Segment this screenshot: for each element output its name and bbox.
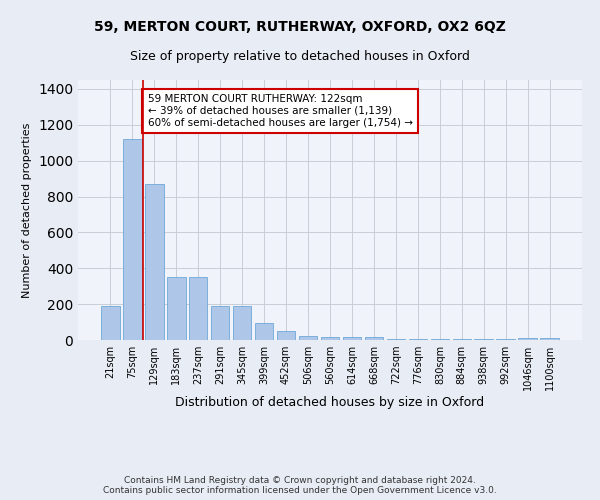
- Bar: [233, 306, 251, 340]
- Bar: [211, 306, 229, 340]
- Bar: [518, 338, 537, 340]
- Bar: [189, 277, 208, 340]
- Bar: [320, 337, 340, 340]
- Bar: [541, 338, 559, 340]
- Y-axis label: Number of detached properties: Number of detached properties: [22, 122, 32, 298]
- Bar: [255, 322, 274, 340]
- Bar: [343, 338, 361, 340]
- Bar: [101, 306, 119, 340]
- Text: 59, MERTON COURT, RUTHERWAY, OXFORD, OX2 6QZ: 59, MERTON COURT, RUTHERWAY, OXFORD, OX2…: [94, 20, 506, 34]
- X-axis label: Distribution of detached houses by size in Oxford: Distribution of detached houses by size …: [175, 396, 485, 408]
- Bar: [365, 337, 383, 340]
- Bar: [277, 330, 295, 340]
- Text: Size of property relative to detached houses in Oxford: Size of property relative to detached ho…: [130, 50, 470, 63]
- Bar: [167, 276, 185, 340]
- Bar: [409, 338, 427, 340]
- Text: Contains HM Land Registry data © Crown copyright and database right 2024.
Contai: Contains HM Land Registry data © Crown c…: [103, 476, 497, 495]
- Bar: [145, 184, 164, 340]
- Bar: [431, 339, 449, 340]
- Bar: [386, 338, 405, 340]
- Bar: [123, 139, 142, 340]
- Bar: [299, 336, 317, 340]
- Bar: [452, 338, 471, 340]
- Text: 59 MERTON COURT RUTHERWAY: 122sqm
← 39% of detached houses are smaller (1,139)
6: 59 MERTON COURT RUTHERWAY: 122sqm ← 39% …: [148, 94, 413, 128]
